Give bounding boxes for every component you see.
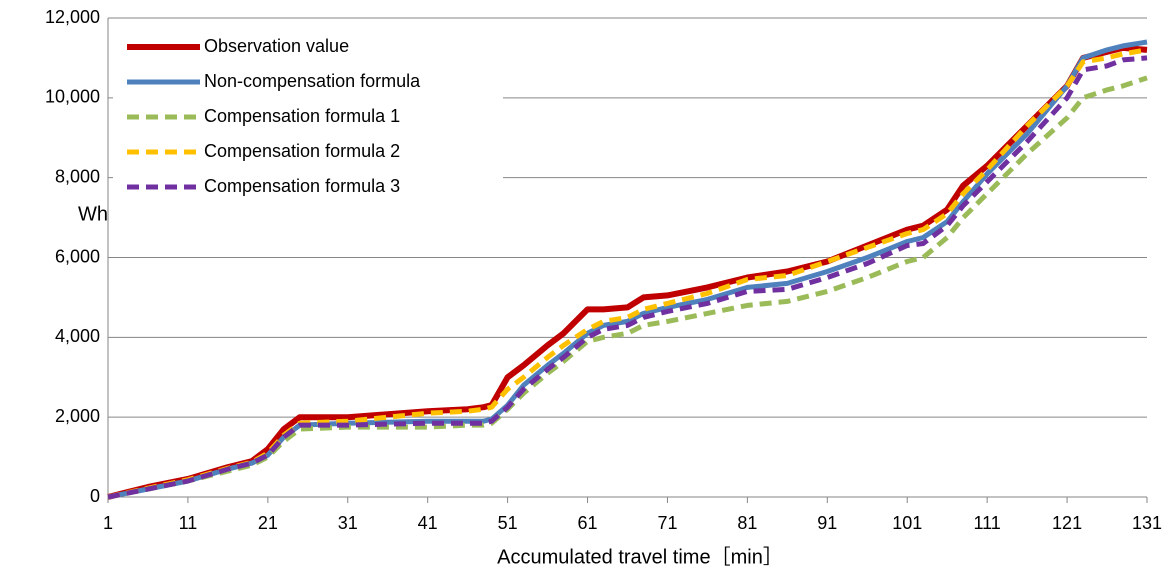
x-tick-label: 91 (817, 513, 837, 533)
y-tick-label: 10,000 (45, 87, 100, 107)
y-tick-label: 8,000 (55, 166, 100, 186)
legend-label: Compensation formula 1 (204, 106, 400, 126)
x-tick-label: 101 (892, 513, 922, 533)
series-line (107, 44, 1148, 500)
x-tick-label: 111 (973, 513, 1000, 533)
x-tick-label: 11 (179, 513, 198, 533)
y-tick-label: 6,000 (55, 246, 100, 266)
series-line (107, 75, 1148, 500)
legend-label: Observation value (204, 36, 349, 56)
x-tick-label: 131 (1132, 513, 1162, 533)
x-axis-label: Accumulated travel time［min］ (497, 545, 783, 568)
y-tick-label: 4,000 (55, 326, 100, 346)
x-tick-label: 81 (737, 513, 757, 533)
x-tick-label: 31 (338, 513, 358, 533)
y-tick-label: 2,000 (55, 406, 100, 426)
x-tick-label: 121 (1052, 513, 1082, 533)
x-tick-label: 41 (418, 513, 438, 533)
x-tick-label: 21 (258, 513, 278, 533)
x-tick-label: 61 (578, 513, 598, 533)
x-tick-label: 71 (657, 513, 677, 533)
series-line (107, 55, 1148, 500)
legend: Observation value Non-compensation formul… (113, 28, 503, 206)
x-tick-label: 1 (103, 513, 113, 533)
legend-box (113, 28, 503, 206)
y-axis-label: Wh (78, 203, 108, 225)
legend-label: Compensation formula 2 (204, 141, 400, 161)
y-tick-label: 12,000 (45, 7, 100, 27)
x-tick-label: 51 (498, 513, 518, 533)
legend-label: Compensation formula 3 (204, 176, 400, 196)
legend-label: Non-compensation formula (204, 71, 421, 91)
y-tick-label: 0 (90, 486, 100, 506)
